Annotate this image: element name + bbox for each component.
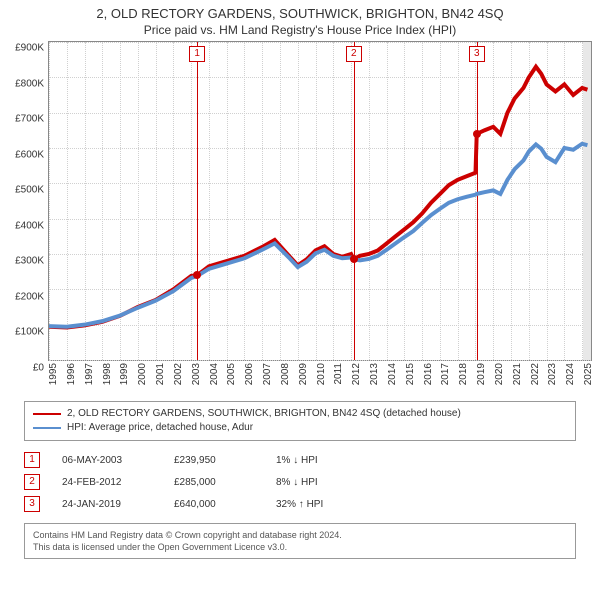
sale-delta: 32% ↑ HPI — [276, 499, 576, 510]
x-tick-label: 2012 — [351, 363, 362, 385]
x-tick-label: 1997 — [84, 363, 95, 385]
y-tick-label: £100K — [15, 327, 44, 338]
legend-swatch — [33, 427, 61, 429]
legend-label: HPI: Average price, detached house, Adur — [67, 421, 253, 435]
x-tick-label: 2021 — [512, 363, 523, 385]
y-tick-label: £300K — [15, 256, 44, 267]
x-axis: 1995 1996 1997 1998 1999 2000 2001 2002 2003 2004… — [48, 361, 592, 395]
x-tick-label: 2007 — [262, 363, 273, 385]
x-tick-label: 2011 — [333, 363, 344, 385]
chart-container: 2, OLD RECTORY GARDENS, SOUTHWICK, BRIGH… — [0, 0, 600, 559]
sale-price: £640,000 — [174, 499, 254, 510]
y-tick-label: £400K — [15, 220, 44, 231]
x-tick-label: 2008 — [280, 363, 291, 385]
legend-item: 2, OLD RECTORY GARDENS, SOUTHWICK, BRIGH… — [33, 407, 567, 421]
y-tick-label: £0 — [33, 363, 44, 374]
title-block: 2, OLD RECTORY GARDENS, SOUTHWICK, BRIGH… — [0, 0, 600, 41]
x-tick-label: 2000 — [137, 363, 148, 385]
marker-badge: 3 — [469, 46, 485, 62]
marker-badge: 2 — [346, 46, 362, 62]
sale-row: 1 06-MAY-2003 £239,950 1% ↓ HPI — [24, 449, 576, 471]
sale-price: £239,950 — [174, 455, 254, 466]
title-subtitle: Price paid vs. HM Land Registry's House … — [0, 23, 600, 37]
x-tick-label: 2003 — [191, 363, 202, 385]
sale-date: 24-JAN-2019 — [62, 499, 152, 510]
y-tick-label: £700K — [15, 114, 44, 125]
sale-badge: 2 — [24, 474, 40, 490]
series-line-hpi — [49, 144, 587, 327]
y-tick-label: £200K — [15, 291, 44, 302]
marker-point — [350, 255, 358, 263]
x-tick-label: 2018 — [458, 363, 469, 385]
sales-list: 1 06-MAY-2003 £239,950 1% ↓ HPI 2 24-FEB-2012… — [24, 449, 576, 515]
sale-badge: 1 — [24, 452, 40, 468]
footer-line-1: Contains HM Land Registry data © Crown c… — [33, 529, 567, 541]
legend-swatch — [33, 413, 61, 415]
series-line-price_paid — [49, 67, 587, 328]
sale-date: 24-FEB-2012 — [62, 477, 152, 488]
x-tick-label: 2015 — [405, 363, 416, 385]
sale-delta: 8% ↓ HPI — [276, 477, 576, 488]
x-tick-label: 2019 — [476, 363, 487, 385]
x-tick-label: 1998 — [102, 363, 113, 385]
y-tick-label: £600K — [15, 149, 44, 160]
y-axis: £0£100K£200K£300K£400K£500K£600K£700K£80… — [0, 48, 46, 368]
legend-label: 2, OLD RECTORY GARDENS, SOUTHWICK, BRIGH… — [67, 407, 461, 421]
x-tick-label: 1999 — [119, 363, 130, 385]
sale-date: 06-MAY-2003 — [62, 455, 152, 466]
x-tick-label: 2006 — [244, 363, 255, 385]
marker-point — [473, 130, 481, 138]
y-tick-label: £800K — [15, 78, 44, 89]
x-tick-label: 1996 — [66, 363, 77, 385]
sale-badge: 3 — [24, 496, 40, 512]
series-svg — [49, 42, 591, 360]
footer-line-2: This data is licensed under the Open Gov… — [33, 541, 567, 553]
plot-area: 1 2 3 — [48, 41, 592, 361]
title-address: 2, OLD RECTORY GARDENS, SOUTHWICK, BRIGH… — [0, 6, 600, 21]
marker-badge: 1 — [189, 46, 205, 62]
x-tick-label: 2004 — [209, 363, 220, 385]
x-tick-label: 2014 — [387, 363, 398, 385]
x-tick-label: 2013 — [369, 363, 380, 385]
legend: 2, OLD RECTORY GARDENS, SOUTHWICK, BRIGH… — [24, 401, 576, 441]
footer: Contains HM Land Registry data © Crown c… — [24, 523, 576, 559]
sale-delta: 1% ↓ HPI — [276, 455, 576, 466]
marker-point — [193, 271, 201, 279]
legend-item: HPI: Average price, detached house, Adur — [33, 421, 567, 435]
sale-row: 2 24-FEB-2012 £285,000 8% ↓ HPI — [24, 471, 576, 493]
x-tick-label: 2024 — [565, 363, 576, 385]
x-tick-label: 1995 — [48, 363, 59, 385]
x-tick-label: 2016 — [423, 363, 434, 385]
x-tick-label: 2010 — [316, 363, 327, 385]
x-tick-label: 2005 — [226, 363, 237, 385]
sale-row: 3 24-JAN-2019 £640,000 32% ↑ HPI — [24, 493, 576, 515]
sale-price: £285,000 — [174, 477, 254, 488]
x-tick-label: 2017 — [440, 363, 451, 385]
x-tick-label: 2009 — [298, 363, 309, 385]
x-tick-label: 2001 — [155, 363, 166, 385]
x-tick-label: 2023 — [547, 363, 558, 385]
y-tick-label: £900K — [15, 43, 44, 54]
x-tick-label: 2020 — [494, 363, 505, 385]
x-tick-label: 2002 — [173, 363, 184, 385]
x-tick-label: 2025 — [583, 363, 594, 385]
y-tick-label: £500K — [15, 185, 44, 196]
x-tick-label: 2022 — [530, 363, 541, 385]
